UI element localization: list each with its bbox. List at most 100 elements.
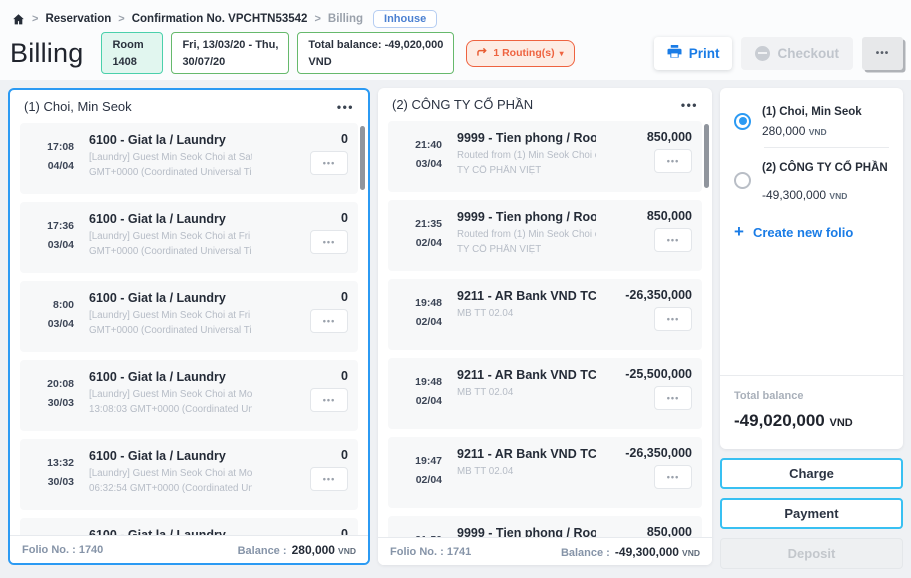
txn-date: 03/04	[415, 157, 442, 170]
txn-amount: 0	[341, 369, 348, 383]
txn-desc: [Laundry] Guest Min Seok Choi at Fri Apr…	[89, 309, 252, 321]
breadcrumb-separator: >	[314, 13, 321, 25]
txn-desc: [Laundry] Guest Min Seok Choi at Mon Mar…	[89, 467, 252, 479]
deposit-button[interactable]: Deposit	[720, 538, 903, 569]
txn-amount: -26,350,000	[625, 446, 692, 460]
transaction-more-button[interactable]: •••	[310, 309, 348, 333]
folio-option-1[interactable]: (1) Choi, Min Seok 280,000 VND	[720, 100, 903, 147]
txn-amount: -26,350,000	[625, 288, 692, 302]
folio-balance: Balance : 280,000 VND	[238, 543, 356, 557]
txn-desc: TY CỔ PHẦN VIỆT	[457, 165, 542, 176]
txn-title: 6100 - Giat la / Laundry	[89, 133, 226, 147]
txn-desc: 13:08:03 GMT+0000 (Coordinated Universal…	[89, 404, 252, 415]
transaction-more-button[interactable]: •••	[654, 228, 692, 252]
txn-time: 8:00	[52, 299, 74, 311]
transaction-item: 8:00 03/04 6100 - Giat la / Laundry [Laund…	[20, 281, 358, 352]
txn-time: 19:47	[415, 455, 442, 467]
txn-desc: Routed from (1) Min Seok Choi of room #1…	[457, 228, 596, 240]
create-new-folio-button[interactable]: + Create new folio	[720, 211, 903, 254]
breadcrumb-reservation[interactable]: Reservation	[45, 13, 112, 25]
print-button[interactable]: Print	[653, 36, 733, 70]
txn-date: 02/04	[415, 315, 442, 328]
header-more-button[interactable]: •••	[862, 36, 903, 70]
routing-dropdown-button[interactable]: 1 Routing(s) ▾	[466, 39, 575, 67]
txn-desc: Routed from (1) Min Seok Choi of room #1…	[457, 149, 596, 161]
txn-title: 9211 - AR Bank VND TCB 3555	[457, 289, 596, 303]
txn-desc: GMT+0000 (Coordinated Universal Time)	[89, 246, 252, 257]
txn-date: 03/04	[47, 238, 74, 251]
txn-date: 03/04	[47, 317, 74, 330]
total-balance-line2: VND	[308, 56, 332, 69]
total-balance-line1: Total balance: -49,020,000	[308, 39, 444, 51]
transaction-more-button[interactable]: •••	[654, 149, 692, 173]
breadcrumb-confirmation[interactable]: Confirmation No. VPCHTN53542	[131, 13, 308, 25]
txn-desc: GMT+0000 (Coordinated Universal Time)	[89, 167, 252, 178]
currency-label: VND	[682, 547, 700, 558]
txn-desc: MB TT 02.04	[457, 307, 514, 319]
breadcrumb-separator: >	[118, 13, 125, 25]
transaction-more-button[interactable]: •••	[310, 151, 348, 175]
scrollbar-thumb[interactable]	[360, 126, 365, 190]
txn-desc: [Laundry] Guest Min Seok Choi at Sat Apr…	[89, 151, 252, 163]
transaction-item: 21:40 03/04 9999 - Tien phong / Room Acco…	[388, 121, 702, 192]
folio-2-more-button[interactable]: •••	[680, 97, 698, 112]
radio-unselected-icon[interactable]	[734, 172, 751, 190]
txn-time: 13:32	[47, 457, 74, 469]
txn-desc: TY CỔ PHẦN VIỆT	[457, 244, 542, 255]
balance-value: -49,300,000	[614, 544, 679, 559]
txn-amount: 0	[341, 290, 348, 304]
transaction-item: 6100 - Giat la / Laundry 0	[20, 518, 358, 535]
txn-desc: GMT+0000 (Coordinated Universal Time)	[89, 325, 252, 336]
transaction-more-button[interactable]: •••	[654, 386, 692, 410]
folio-2-title: (2) CÔNG TY CỔ PHẦN	[392, 97, 534, 112]
txn-title: 9211 - AR Bank VND TCB 3555	[457, 368, 596, 382]
txn-desc: MB TT 02.04	[457, 386, 514, 398]
chevron-down-icon: ▾	[559, 48, 564, 58]
folio-option-2[interactable]: (2) CÔNG TY CỔ PHẦN -49,300,000 VND	[720, 156, 903, 210]
stay-dates-line1: Fri, 13/03/20 - Thu,	[182, 39, 279, 51]
scrollbar-thumb[interactable]	[704, 124, 709, 188]
transaction-more-button[interactable]: •••	[310, 388, 348, 412]
txn-amount: -25,500,000	[625, 367, 692, 381]
checkout-button[interactable]: Checkout	[741, 36, 853, 70]
transaction-more-button[interactable]: •••	[654, 307, 692, 331]
balance-value: 280,000	[291, 542, 335, 557]
payment-button[interactable]: Payment	[720, 498, 903, 529]
txn-time: 19:48	[415, 297, 442, 309]
create-new-folio-label: Create new folio	[752, 224, 854, 240]
transaction-more-button[interactable]: •••	[310, 467, 348, 491]
transaction-more-button[interactable]: •••	[310, 230, 348, 254]
transaction-item: 19:47 02/04 9211 - AR Bank VND TCB 3555 MB…	[388, 437, 702, 508]
routing-icon	[477, 47, 488, 60]
txn-desc: [Laundry] Guest Min Seok Choi at Fri Apr…	[89, 230, 252, 242]
txn-title: 6100 - Giat la / Laundry	[89, 449, 226, 463]
txn-time: 17:08	[47, 141, 74, 153]
transaction-item: 19:48 02/04 9211 - AR Bank VND TCB 3555 MB…	[388, 279, 702, 350]
txn-title: 9999 - Tien phong / Room Accomodation Pk…	[457, 210, 596, 224]
txn-title: 6100 - Giat la / Laundry	[89, 212, 226, 226]
folio-option-label: (2) CÔNG TY CỔ PHẦN	[762, 162, 888, 175]
transaction-more-button[interactable]: •••	[654, 465, 692, 489]
routing-label: 1 Routing(s)	[493, 47, 555, 59]
currency-label: VND	[829, 190, 848, 201]
stay-dates-chip: Fri, 13/03/20 - Thu, 30/07/20	[171, 32, 290, 74]
transaction-item: 13:32 30/03 6100 - Giat la / Laundry [Laun…	[20, 439, 358, 510]
minus-circle-icon	[755, 45, 771, 61]
folio-number: Folio No. : 1740	[22, 543, 104, 556]
txn-amount: 0	[341, 132, 348, 146]
radio-selected-icon[interactable]	[734, 112, 751, 130]
charge-button[interactable]: Charge	[720, 458, 903, 489]
home-icon[interactable]	[12, 13, 25, 26]
txn-time: 21:35	[415, 218, 442, 230]
txn-date: 30/03	[47, 396, 74, 409]
balance-label: Balance :	[237, 544, 287, 557]
txn-time: 19:48	[415, 376, 442, 388]
txn-amount: 0	[341, 448, 348, 462]
transaction-item: 19:48 02/04 9211 - AR Bank VND TCB 3555 MB…	[388, 358, 702, 429]
folio-1-more-button[interactable]: •••	[336, 99, 354, 114]
folio-sidebar: (1) Choi, Min Seok 280,000 VND (2) CÔNG …	[720, 88, 903, 570]
total-balance-label: Total balance	[734, 390, 804, 402]
stay-dates-line2: 30/07/20	[182, 56, 226, 69]
folio-1-title: (1) Choi, Min Seok	[24, 99, 132, 114]
txn-date: 30/03	[47, 475, 74, 488]
